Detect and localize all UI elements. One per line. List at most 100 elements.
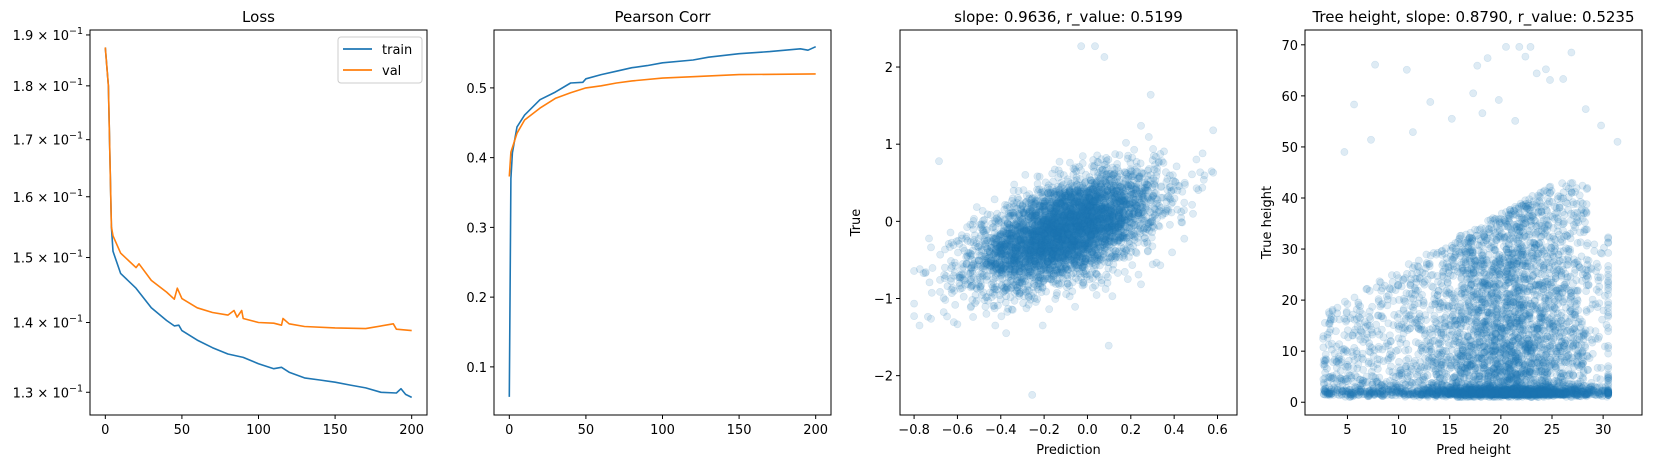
scatter-point (1101, 166, 1110, 175)
scatter-point (1078, 195, 1087, 204)
scatter-point (1117, 226, 1126, 235)
x-tick-label: 150 (323, 423, 348, 438)
scatter-point (1104, 222, 1113, 231)
scatter-point (986, 211, 995, 219)
scatter-point (1074, 224, 1083, 233)
scatter-point (1055, 217, 1064, 226)
scatter-point (1115, 197, 1124, 206)
scatter-point (1056, 217, 1064, 226)
scatter-point (1064, 230, 1073, 239)
scatter-point (1070, 227, 1079, 236)
scatter-point (1080, 178, 1089, 186)
scatter-point (1091, 205, 1100, 213)
scatter-point (1074, 211, 1083, 219)
scatter-point (1020, 217, 1029, 226)
scatter-point (1149, 192, 1158, 201)
scatter-point (1031, 209, 1039, 218)
scatter-point (1001, 279, 1010, 288)
scatter-point (1095, 211, 1104, 220)
scatter-point (951, 300, 960, 309)
scatter-point (1000, 263, 1008, 272)
scatter-point (1073, 229, 1082, 238)
scatter-point (1084, 225, 1092, 234)
scatter-point (1018, 209, 1027, 218)
scatter-point (1059, 246, 1068, 254)
scatter-point (1115, 151, 1124, 159)
scatter-point (1027, 238, 1036, 247)
scatter-point (1060, 197, 1069, 206)
y-axis-label: True (849, 209, 864, 238)
scatter-point (1076, 206, 1085, 215)
scatter-point (1068, 213, 1077, 221)
scatter-point (1036, 266, 1045, 275)
scatter-point (995, 240, 1003, 249)
scatter-point (1099, 241, 1108, 249)
scatter-point (1096, 254, 1105, 263)
scatter-point (1062, 202, 1070, 211)
scatter-point (1070, 256, 1079, 265)
scatter-point (991, 234, 1000, 243)
scatter-point (1068, 246, 1077, 255)
scatter-point (1072, 264, 1081, 272)
scatter-point (1066, 204, 1074, 213)
scatter-point (927, 243, 935, 252)
series-line-series-1 (508, 45, 817, 397)
scatter-point (992, 264, 1001, 273)
scatter-point (1136, 172, 1144, 181)
scatter-point (1005, 267, 1014, 276)
tick-exponent: −1 (69, 77, 83, 88)
scatter-point (1093, 157, 1102, 166)
scatter-point (1192, 155, 1201, 164)
scatter-point (977, 221, 986, 230)
scatter-point (1086, 220, 1094, 228)
scatter-point (1058, 227, 1066, 236)
scatter-point (1037, 239, 1046, 248)
scatter-point (981, 230, 990, 239)
scatter-point (1058, 193, 1067, 202)
scatter-point (1076, 197, 1084, 205)
scatter-point (1101, 238, 1109, 247)
scatter-point (1070, 194, 1078, 203)
scatter-point (1029, 252, 1038, 261)
scatter-point (967, 302, 975, 311)
scatter-point (1045, 215, 1053, 224)
scatter-point (1134, 174, 1143, 183)
scatter-point (1070, 231, 1079, 240)
scatter-point (1094, 211, 1103, 220)
scatter-point (1030, 194, 1039, 203)
scatter-point (1116, 182, 1124, 191)
tick-exponent: −1 (69, 313, 83, 324)
scatter-point (1101, 221, 1110, 230)
scatter-point (925, 278, 934, 287)
scatter-point (1031, 221, 1039, 229)
scatter-point (1078, 258, 1087, 267)
scatter-point (1137, 121, 1145, 130)
scatter-point (1080, 185, 1089, 194)
scatter-point (1038, 214, 1046, 223)
scatter-point (1048, 216, 1057, 225)
scatter-point (1029, 234, 1037, 242)
scatter-point (1130, 170, 1139, 178)
scatter-point (1188, 170, 1196, 179)
scatter-point (1012, 218, 1021, 227)
scatter-point (1109, 265, 1117, 274)
scatter-point (1028, 238, 1036, 246)
scatter-point (976, 282, 985, 291)
scatter-point (1091, 227, 1100, 236)
scatter-point (1065, 246, 1074, 255)
scatter-point (1112, 253, 1121, 261)
scatter-point (1013, 283, 1021, 292)
scatter-point (1101, 225, 1110, 234)
scatter-point (1076, 186, 1085, 195)
scatter-point (1042, 237, 1050, 245)
scatter-point (1103, 258, 1112, 267)
scatter-point (1001, 229, 1010, 238)
scatter-point (1137, 280, 1145, 289)
scatter-point (1026, 207, 1034, 216)
scatter-point (988, 237, 997, 246)
scatter-point (1007, 229, 1016, 238)
scatter-point (1092, 256, 1101, 265)
scatter-point (1066, 224, 1075, 233)
scatter-point (1052, 243, 1060, 252)
